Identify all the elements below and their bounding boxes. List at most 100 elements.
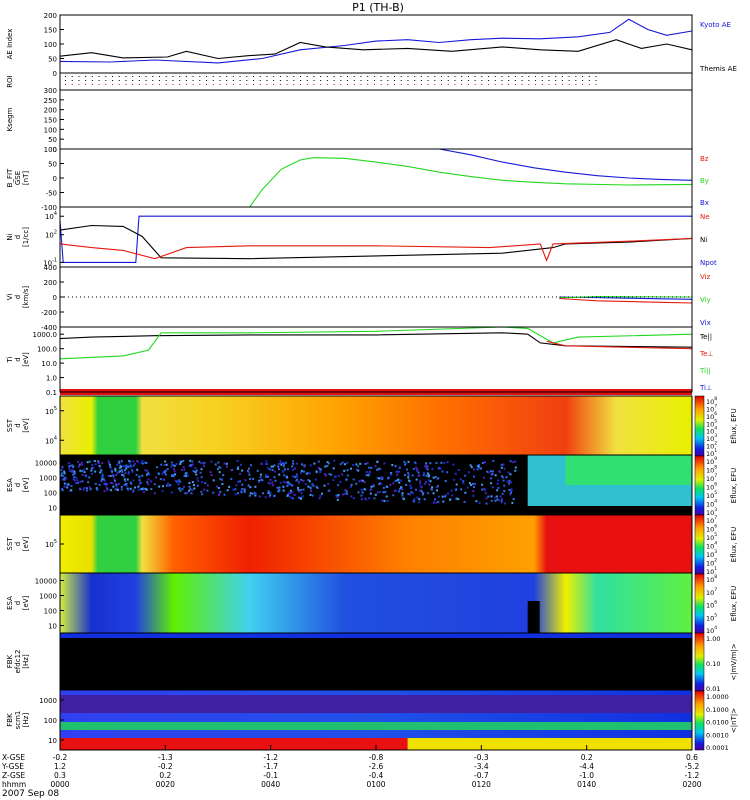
colorbar-label-sst_e: Eflux, EFU (730, 408, 738, 443)
ylabel-bfit-line-2: [nT] (22, 171, 30, 185)
ylabel-fbk_b-line-2: [Hz] (22, 713, 30, 728)
legend-n-2: Npot (700, 259, 717, 267)
colorbar-tick-sst_e-4: 104 (706, 426, 717, 436)
ylabel-esa_e-line-1: d (14, 483, 22, 487)
colorbar-tick-esa_e-5: 104 (706, 499, 717, 509)
colorbar-tick-esa_i-0: 108 (706, 574, 717, 584)
xaxis-value-2-2: -0.1 (263, 771, 278, 780)
fbk-efield-top-band (60, 633, 692, 638)
colorbar-tick-sst_e-0: 108 (706, 396, 717, 406)
ylabel-kp-line-0: Ksegm (6, 107, 14, 131)
colorbar-tick-esa_i-4: 104 (706, 625, 717, 635)
legend-t-1: Te⊥ (699, 350, 714, 358)
series-n-0 (59, 215, 692, 263)
legend-t-0: Te|| (699, 333, 712, 341)
ytick-bfit-1: 50 (48, 161, 57, 169)
ytick-esa_e-0: 10000 (35, 460, 57, 468)
legend-t-3: Ti⊥ (699, 384, 712, 392)
ytick-bfit-2: 0 (53, 175, 57, 183)
legend-ae-0: Kyoto AE (700, 21, 731, 29)
colorbar-tick-esa_e-1: 108 (706, 465, 717, 475)
ytick-esa_i-2: 100 (44, 608, 57, 616)
xaxis-row-label-1: Y-GSE (1, 762, 24, 771)
ylabel-n-line-0: Ni (6, 233, 14, 240)
ytick-kp-5: 50 (48, 136, 57, 144)
ylabel-v-line-0: Vi (6, 294, 14, 301)
ytick-kp-0: 300 (44, 87, 57, 95)
colorbar-tick-fbk_b-3: 0.0010 (706, 731, 729, 739)
colorbar-tick-sst_e-6: 102 (706, 441, 717, 451)
ytick-v-4: -400 (41, 324, 57, 332)
ylabel-esa_e-line-0: ESA (6, 478, 14, 492)
ylabel-v-line-2: [km/s] (22, 286, 30, 309)
xaxis-value-3-0: 0000 (50, 780, 69, 789)
ytick-ae-3: 50 (48, 56, 57, 64)
ylabel-esa_i-line-1: d (14, 601, 22, 605)
panel-frame-bfit (59, 148, 693, 208)
ylabel-sst_i-line-1: d (14, 542, 22, 546)
colorbar-fbk_e (694, 632, 705, 692)
ylabel-fbk_b-line-0: FBK (6, 713, 14, 727)
spectrogram-layer (60, 389, 692, 750)
colorbar-tick-fbk_b-2: 0.0100 (706, 719, 729, 727)
series-t-1 (59, 326, 693, 360)
ytick-t-0: 1000.0 (33, 331, 58, 339)
colorbar-tick-esa_i-2: 106 (706, 600, 717, 610)
xaxis-value-0-4: -0.3 (474, 753, 489, 762)
ylabel-roi-line-0: ROI (6, 75, 14, 87)
colorbar-tick-esa_e-6: 103 (706, 507, 717, 517)
colorbar-tick-fbk_b-0: 1.0000 (706, 693, 729, 701)
ytick-esa_e-1: 1000 (39, 475, 57, 483)
colorbar-tick-sst_i-5: 102 (706, 558, 717, 568)
ylabel-bfit-line-1: GSE (14, 171, 22, 185)
panel-frame-roi (59, 72, 693, 91)
xaxis-value-0-3: -0.8 (369, 753, 384, 762)
legend-bfit-1: By (700, 177, 709, 185)
panel-frame-ae (59, 14, 693, 74)
xaxis-value-3-3: 0100 (366, 780, 385, 789)
colorbar-tick-sst_e-2: 106 (706, 411, 717, 421)
ytick-bfit-0: 100 (44, 146, 57, 154)
panel-frame-t (59, 326, 693, 393)
fbk-bfield-green-band (60, 722, 692, 730)
sst-electron-spectrogram (60, 396, 692, 455)
ytick-t-2: 10.0 (41, 360, 57, 368)
ylabel-ae-line-0: AE Index (6, 29, 14, 60)
colorbar-tick-sst_e-5: 103 (706, 433, 717, 443)
colorbar-tick-esa_e-4: 105 (706, 490, 717, 500)
ylabel-v-line-1: d (14, 295, 22, 299)
xaxis-value-1-1: -0.2 (158, 762, 173, 771)
colorbar-tick-esa_i-3: 105 (706, 612, 717, 622)
ylabel-t-line-2: [eV] (22, 352, 30, 367)
legend-n-0: Ne (700, 213, 710, 221)
ytick-sst_e-0: 105 (45, 406, 57, 416)
series-bfit-0 (249, 157, 693, 208)
ytick-fbk_b-1: 100 (44, 717, 57, 725)
ytick-kp-3: 150 (44, 117, 57, 125)
xaxis-value-3-6: 0200 (682, 780, 701, 789)
ytick-kp-6: 0 (53, 146, 57, 154)
legend-n-1: Ni (700, 236, 707, 244)
ytick-v-3: -200 (41, 309, 57, 317)
ylabel-t-line-1: d (14, 357, 22, 361)
legend-v-2: Vix (700, 319, 711, 327)
ylabel-sst_e-line-1: d (14, 423, 22, 427)
ytick-fbk_b-0: 1000 (39, 697, 57, 705)
colorbar-tick-fbk_e-2: 0.01 (706, 685, 720, 693)
ytick-t-1: 100.0 (37, 346, 57, 354)
colorbar-tick-esa_e-3: 106 (706, 482, 717, 492)
line-plot-layer (59, 18, 693, 360)
xaxis-value-1-6: -5.2 (685, 762, 700, 771)
xaxis-value-3-1: 0020 (156, 780, 175, 789)
colorbar-label-esa_i: Eflux, EFU (730, 586, 738, 621)
colorbar-tick-sst_e-7: 101 (706, 448, 717, 458)
xaxis-value-2-6: -1.2 (685, 771, 700, 780)
esa-electron-speckle (60, 459, 517, 505)
legend-v-0: Viz (700, 273, 711, 281)
colorbar-tick-fbk_e-0: 1.00 (706, 635, 720, 643)
xaxis-value-0-1: -1.3 (158, 753, 173, 762)
xaxis-value-0-5: 0.2 (581, 753, 593, 762)
xaxis-value-3-4: 0120 (472, 780, 491, 789)
